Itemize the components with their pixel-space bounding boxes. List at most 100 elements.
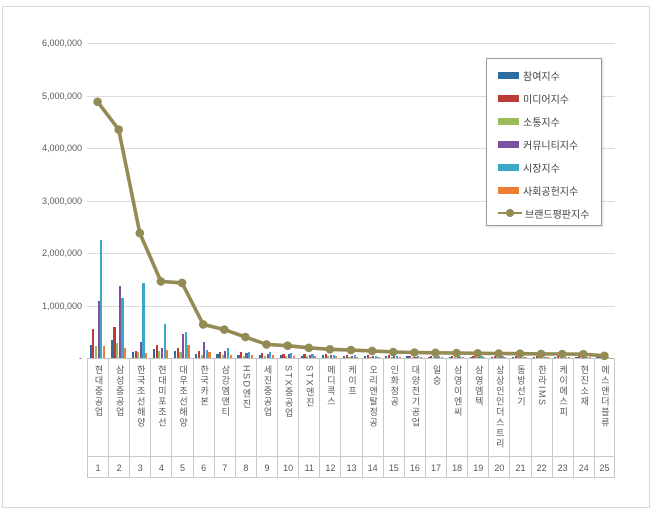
category-rank-label: 23 <box>552 456 573 478</box>
category-rank-label: 4 <box>151 456 172 478</box>
category-rank-label: 2 <box>109 456 130 478</box>
category-rank-label: 8 <box>235 456 256 478</box>
y-axis-tick-label: 5,000,000 <box>41 90 82 101</box>
bar <box>123 347 127 358</box>
bar <box>166 350 169 358</box>
category-name-label: 일승 <box>431 365 442 386</box>
category-rank-label: 12 <box>320 456 341 478</box>
legend-label: 시장지수 <box>523 164 560 175</box>
category-name-label: 현대미포조선 <box>156 365 167 428</box>
category-rank-label: 14 <box>362 456 383 478</box>
category-cell: 현대미포조선 4 <box>150 358 172 478</box>
legend-swatch <box>498 164 519 171</box>
legend-item: 미디어지수 <box>487 87 601 110</box>
category-rank-label: 7 <box>214 456 235 478</box>
category-rank-label: 21 <box>510 456 531 478</box>
bar <box>102 346 106 358</box>
category-name-label: STX중공업 <box>283 365 294 419</box>
category-name-label: 삼성중공업 <box>114 365 125 418</box>
category-name-label: 케이에스피 <box>558 365 569 418</box>
category-name-label: 대양전기공업 <box>410 365 421 428</box>
legend-item: 시장지수 <box>487 156 601 179</box>
category-name-label: 대우조선해양 <box>178 365 189 428</box>
category-name-label: 상상인인더스트리 <box>494 365 505 449</box>
legend-label: 소통지수 <box>523 118 560 129</box>
category-cell: 케이프 13 <box>340 358 362 478</box>
gridline <box>87 253 615 254</box>
legend: 참여지수 미디어지수 소통지수 커뮤니티지수 시장지수 사회공헌지수 브랜드평판지수 <box>486 58 602 226</box>
category-rank-label: 20 <box>489 456 510 478</box>
category-rank-label: 3 <box>130 456 151 478</box>
legend-swatch <box>498 118 519 125</box>
category-name-label: 인화정공 <box>389 365 400 407</box>
category-cell: 케이에스피 23 <box>551 358 573 478</box>
category-name-label: 동방선기 <box>515 365 526 407</box>
bar <box>567 357 570 358</box>
category-cell: 동방선기 21 <box>509 358 531 478</box>
legend-item: 참여지수 <box>487 64 601 87</box>
y-axis-tick-label: 2,000,000 <box>41 248 82 258</box>
legend-label: 커뮤니티지수 <box>523 141 579 152</box>
legend-label: 참여지수 <box>523 72 560 83</box>
category-name-label: 오리엔탈정공 <box>368 365 379 428</box>
category-cell: 한라IMS 22 <box>530 358 552 478</box>
category-rank-label: 1 <box>88 456 109 478</box>
legend-swatch <box>498 72 519 79</box>
category-name-label: 에스앤더블류 <box>599 365 610 428</box>
legend-label: 사회공헌지수 <box>523 187 579 198</box>
bar <box>94 346 98 358</box>
y-axis-tick-label: 4,000,000 <box>41 143 82 153</box>
category-name-label: 한국조선해양 <box>135 365 146 428</box>
bar <box>187 344 190 358</box>
category-rank-label: 22 <box>531 456 552 478</box>
category-name-label: 세진중공업 <box>262 365 273 418</box>
category-cell: HSD엔진 8 <box>234 358 256 478</box>
legend-swatch <box>498 141 519 148</box>
y-axis-tick-label: 3,000,000 <box>41 195 82 206</box>
legend-item: 사회공헌지수 <box>487 179 601 202</box>
legend-item: 소통지수 <box>487 110 601 133</box>
y-axis-tick-label: 1,000,000 <box>41 300 82 311</box>
category-cell: 상상인인더스트리 20 <box>488 358 510 478</box>
bar <box>92 329 95 358</box>
category-cell: STX중공업 10 <box>277 358 299 478</box>
bar <box>525 357 528 358</box>
category-name-label: 삼강엠앤티 <box>220 365 231 418</box>
category-rank-label: 25 <box>594 456 614 478</box>
category-name-label: 한라IMS <box>537 365 548 407</box>
category-rank-label: 5 <box>172 456 193 478</box>
category-cell: STX엔진 11 <box>298 358 320 478</box>
category-rank-label: 9 <box>256 456 278 478</box>
category-cell: 한국조선해양 3 <box>129 358 151 478</box>
category-cell: 삼영엠텍 19 <box>467 358 489 478</box>
gridline <box>87 305 615 307</box>
gridline <box>87 95 615 97</box>
category-name-label: 메디콕스 <box>325 365 336 407</box>
category-cell: 한국카본 6 <box>192 358 214 478</box>
bar <box>142 283 145 358</box>
bar <box>546 357 549 358</box>
category-rank-label: 16 <box>404 456 425 478</box>
category-cell: 세진중공업 9 <box>255 358 278 478</box>
category-rank-label: 13 <box>341 456 362 478</box>
category-rank-label: 15 <box>383 456 404 478</box>
legend-line-marker-icon <box>498 209 522 218</box>
category-name-label: 삼영이엔씨 <box>452 365 463 418</box>
category-cell: 현대중공업 1 <box>87 358 109 478</box>
category-name-label: 현대중공업 <box>93 365 104 418</box>
category-rank-label: 24 <box>573 456 594 478</box>
gridline <box>87 358 615 359</box>
bar <box>89 344 92 358</box>
category-name-label: 케이프 <box>346 365 357 397</box>
category-name-label: 삼영엠텍 <box>473 365 484 407</box>
category-cell: 삼영이엔씨 18 <box>446 358 468 478</box>
category-rank-label: 10 <box>278 456 299 478</box>
category-rank-label: 18 <box>447 456 468 478</box>
category-cell: 대양전기공업 16 <box>403 358 425 478</box>
legend-item: 커뮤니티지수 <box>487 133 601 156</box>
legend-label: 미디어지수 <box>523 95 569 106</box>
category-cell: 삼성중공업 2 <box>108 358 130 478</box>
y-axis-tick-label: - <box>79 353 82 363</box>
bar <box>588 357 591 358</box>
